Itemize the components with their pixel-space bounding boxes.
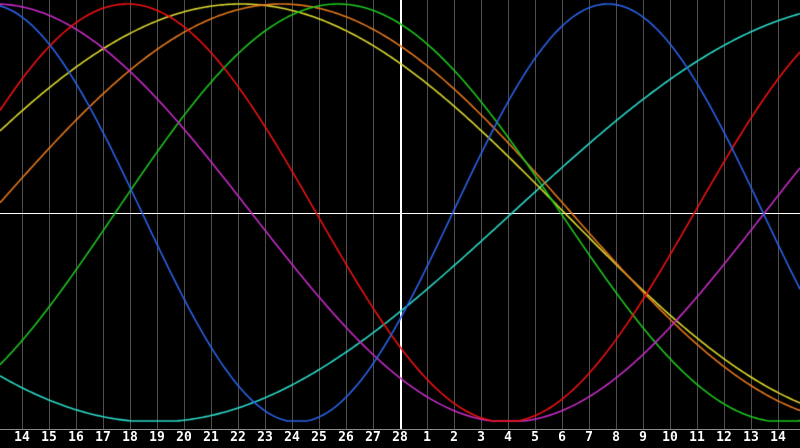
x-axis-day-label: 7 bbox=[585, 430, 593, 445]
x-axis-day-label: 24 bbox=[284, 430, 300, 445]
x-axis-day-label: 2 bbox=[450, 430, 458, 445]
x-axis-day-label: 22 bbox=[230, 430, 246, 445]
x-axis-day-labels: 14 15 16 17 18 19 20 21 22 23 24 25 26 27 28 1 2 3 4 5 6 7 8 9 1… bbox=[0, 430, 800, 448]
x-axis-day-label: 21 bbox=[203, 430, 219, 445]
x-axis-day-label: 12 bbox=[716, 430, 732, 445]
x-axis-day-label: 6 bbox=[558, 430, 566, 445]
x-axis-day-label: 11 bbox=[689, 430, 705, 445]
x-axis-day-label: 14 bbox=[770, 430, 786, 445]
x-axis-day-label: 5 bbox=[531, 430, 539, 445]
x-axis-day-label: 3 bbox=[477, 430, 485, 445]
x-axis-day-label: 4 bbox=[504, 430, 512, 445]
x-axis-day-label: 9 bbox=[639, 430, 647, 445]
x-axis-day-label: 27 bbox=[365, 430, 381, 445]
x-axis-day-label: 20 bbox=[176, 430, 192, 445]
x-axis-day-label: 17 bbox=[95, 430, 111, 445]
x-axis-day-label: 14 bbox=[14, 430, 30, 445]
x-axis-day-label: 19 bbox=[149, 430, 165, 445]
x-axis-day-label: 23 bbox=[257, 430, 273, 445]
x-axis-day-label: 25 bbox=[311, 430, 327, 445]
x-axis-day-label: 26 bbox=[338, 430, 354, 445]
x-axis-day-label: 18 bbox=[122, 430, 138, 445]
x-axis-day-label: 1 bbox=[423, 430, 431, 445]
x-axis-day-label: 8 bbox=[612, 430, 620, 445]
x-axis-day-label: 13 bbox=[743, 430, 759, 445]
x-axis-day-label: 16 bbox=[68, 430, 84, 445]
x-axis-day-label: 28 bbox=[392, 430, 408, 445]
x-axis-day-label: 15 bbox=[41, 430, 57, 445]
x-axis-day-label: 10 bbox=[662, 430, 678, 445]
